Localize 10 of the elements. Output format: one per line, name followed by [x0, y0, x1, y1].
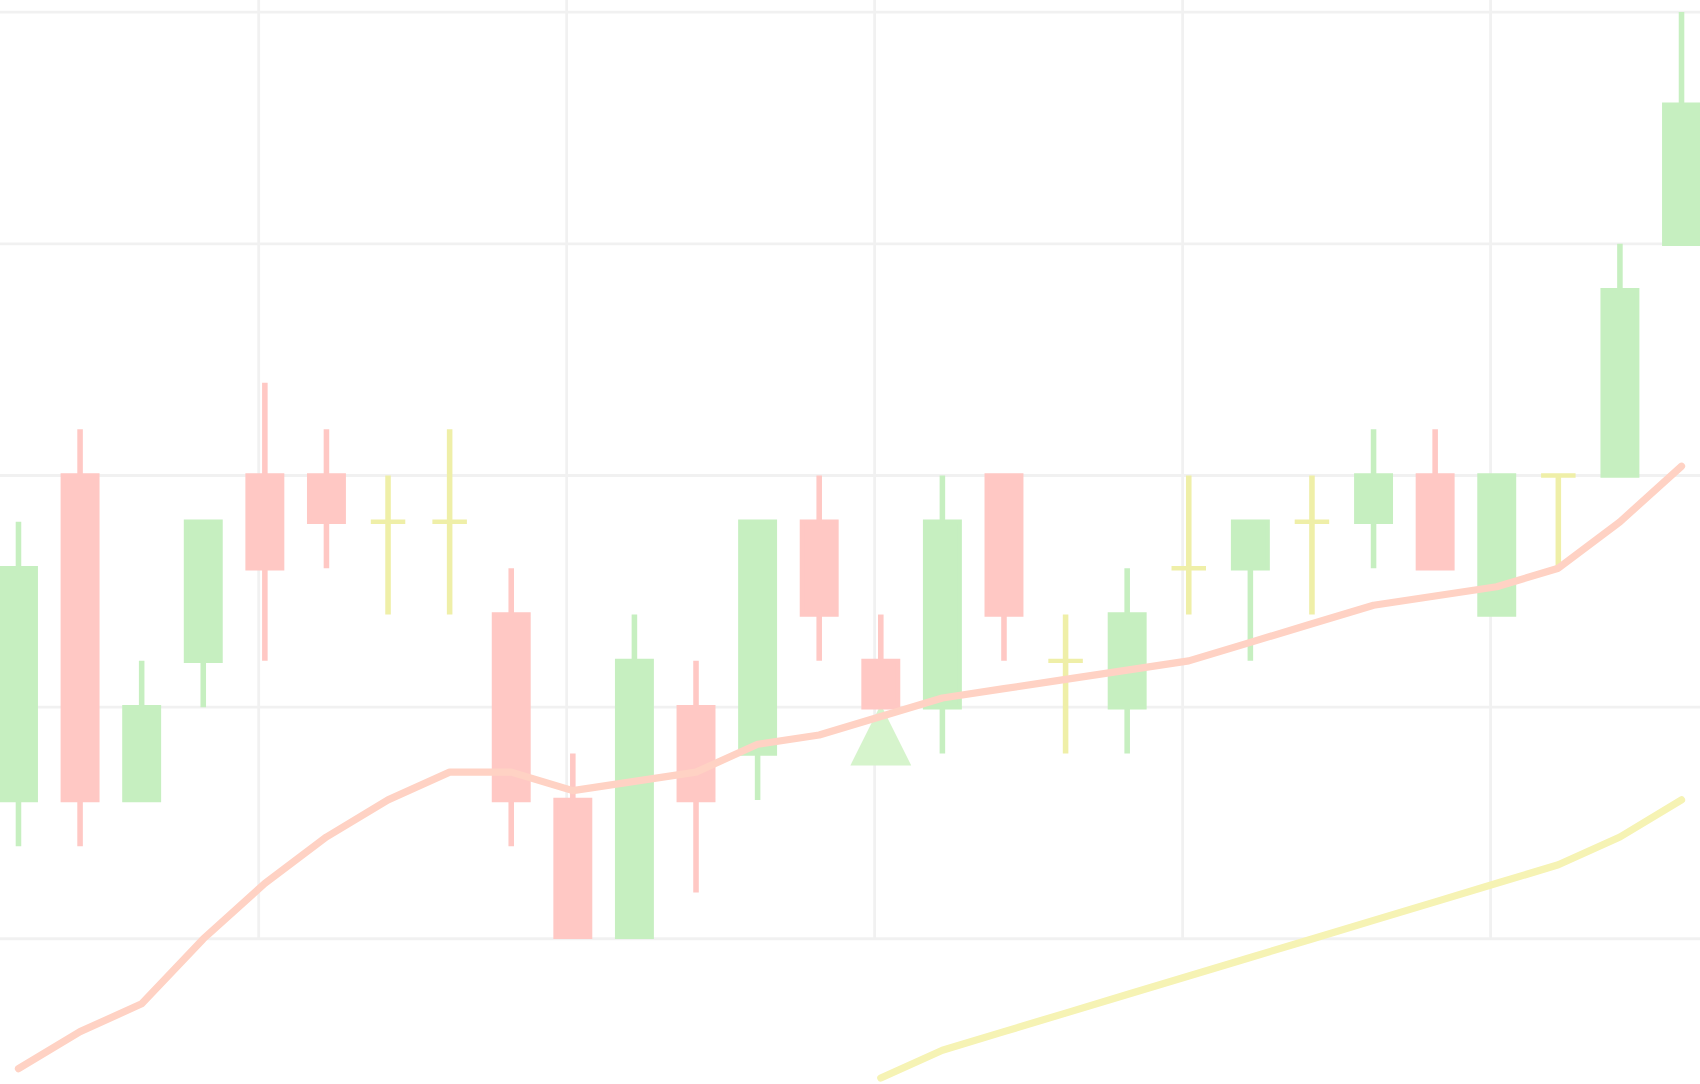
candlestick [306, 426, 346, 571]
candlestick [1169, 472, 1209, 618]
candlestick [1354, 426, 1394, 571]
candlestick [1046, 611, 1086, 757]
candlestick [368, 472, 408, 618]
candlestick [1292, 472, 1332, 618]
candlestick [1538, 472, 1578, 571]
candlestick [1230, 519, 1270, 664]
candlestick [861, 611, 901, 710]
candlestick [430, 426, 470, 618]
